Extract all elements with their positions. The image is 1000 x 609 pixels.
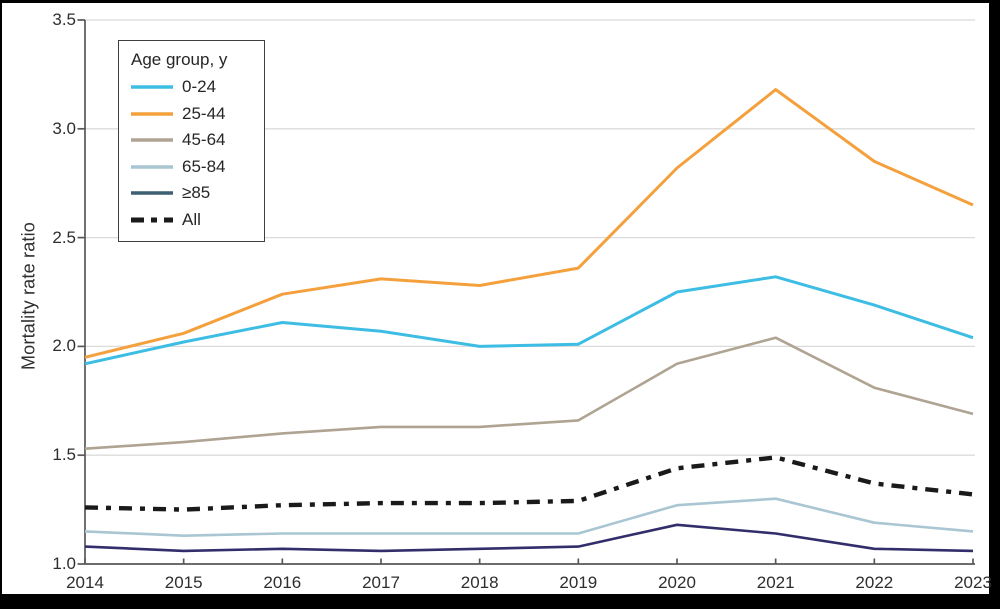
legend-item-25-44: 25-44	[131, 101, 264, 128]
y-tick-label: 1.0	[52, 554, 76, 573]
legend-item-label: 0-24	[182, 77, 217, 97]
legend-item-0-24: 0-24	[131, 74, 264, 101]
x-tick-label: 2019	[559, 573, 598, 592]
x-tick-label: 2018	[460, 573, 499, 592]
series-line-all	[84, 455, 974, 512]
legend-item-45-64: 45-64	[131, 127, 264, 154]
legend-swatch-line	[131, 165, 173, 169]
x-tick-label: 2022	[855, 573, 894, 592]
x-tick-label: 2014	[66, 573, 104, 592]
legend-item-all: All	[131, 207, 264, 234]
x-tick-label: 2017	[362, 573, 400, 592]
x-tick-label: 2023	[954, 573, 992, 592]
legend-item-label: 65-84	[182, 156, 226, 176]
series-line-0-24	[84, 275, 974, 366]
series-line-25-44	[84, 88, 974, 359]
x-tick-label: 2015	[164, 573, 203, 592]
legend-item-label: All	[182, 209, 201, 229]
legend: Age group, y 0-24 25-44 45-64 65-84 ≥85 …	[118, 40, 265, 242]
legend-swatch-dashed-line	[131, 217, 173, 223]
series-line-45-64	[84, 336, 974, 450]
x-tick-label: 2021	[756, 573, 795, 592]
legend-swatch-line	[131, 85, 173, 89]
x-tick-label: 2016	[263, 573, 302, 592]
plot-area	[77, 19, 975, 565]
legend-item-85plus: ≥85	[131, 180, 264, 207]
chart-figure: 1.0 1.5 2.0 2.5 3.0 3.5 2014 2015 2016 2017 2018 20…	[2, 3, 992, 594]
series-line-65-84	[84, 497, 974, 538]
x-tick-label: 2020	[658, 573, 696, 592]
series-line-ge85	[84, 523, 974, 553]
legend-item-65-84: 65-84	[131, 154, 264, 181]
legend-item-label: 25-44	[182, 103, 226, 123]
y-tick-label: 2.5	[52, 227, 76, 247]
legend-swatch-line	[131, 138, 173, 142]
y-tick-label: 2.0	[52, 336, 76, 356]
legend-title: Age group, y	[131, 50, 228, 69]
legend-item-label: ≥85	[182, 183, 211, 203]
legend-swatch-line	[131, 191, 173, 195]
legend-item-label: 45-64	[182, 130, 226, 150]
legend-swatch-line	[131, 112, 173, 116]
y-tick-label: 1.5	[52, 445, 76, 465]
y-tick-label: 3.5	[52, 10, 76, 29]
y-tick-label: 3.0	[52, 118, 76, 138]
y-axis-label-text: Mortality rate ratio	[18, 221, 39, 371]
